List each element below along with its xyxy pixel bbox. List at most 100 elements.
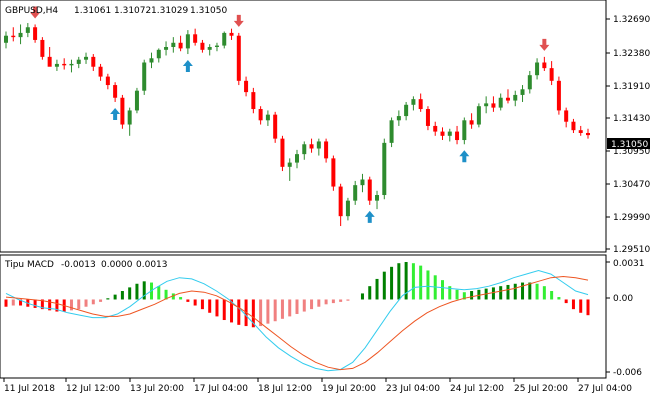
time-label: 13 Jul 20:00 <box>130 384 184 394</box>
bull-candle <box>476 106 481 125</box>
bull-candle <box>498 97 503 108</box>
bull-candle <box>520 89 525 95</box>
bear-candle <box>549 68 554 81</box>
bull-candle <box>142 62 147 91</box>
histogram-bar <box>324 299 328 305</box>
histogram-bar <box>513 283 517 300</box>
histogram-bar <box>310 299 314 310</box>
histogram-bar <box>535 283 539 300</box>
sell-arrow-icon <box>539 38 550 51</box>
histogram-bar <box>419 265 423 300</box>
bear-candle <box>236 35 241 81</box>
bull-candle <box>171 42 176 47</box>
bull-candle <box>302 144 307 155</box>
histogram-bar <box>426 270 430 300</box>
histogram-bar <box>128 287 132 300</box>
bear-candle <box>309 144 314 149</box>
bear-candle <box>338 186 343 217</box>
bull-candle <box>513 94 518 101</box>
time-axis[interactable]: 11 Jul 2018 12 Jul 12:00 13 Jul 20:00 17… <box>3 378 632 394</box>
histogram-bar <box>171 293 175 300</box>
histogram-bar <box>302 299 306 312</box>
macd-signal-value: 0.0000 <box>101 260 133 270</box>
bear-candle <box>455 131 460 141</box>
bull-candle <box>462 120 467 141</box>
histogram-bar <box>251 299 255 328</box>
time-label: 11 Jul 2018 <box>4 384 55 394</box>
bear-candle <box>47 56 52 67</box>
histogram-bar <box>273 299 277 322</box>
ohlc-low: 1.31029 <box>151 6 188 16</box>
sell-arrow-icon <box>233 14 244 27</box>
histogram-bar <box>84 299 88 307</box>
bull-candle <box>69 63 74 66</box>
price-tick: 1.31430 <box>613 114 650 124</box>
bear-candle <box>251 92 256 110</box>
time-label: 12 Jul 12:00 <box>66 384 120 394</box>
bear-candle <box>273 114 278 139</box>
current-price-label: 1.31050 <box>611 140 648 150</box>
bear-candle <box>120 97 125 125</box>
price-tick: 1.31910 <box>613 82 650 92</box>
bear-candle <box>433 125 438 132</box>
bear-candle <box>425 109 430 126</box>
symbol-label: GBPUSD,H4 <box>5 6 58 16</box>
price-tick: 1.29990 <box>613 213 650 223</box>
bear-candle <box>258 109 263 121</box>
time-label: 18 Jul 12:00 <box>258 384 312 394</box>
histogram-bar <box>157 286 161 300</box>
bull-candle <box>345 200 350 217</box>
bear-candle <box>62 63 67 66</box>
histogram-bar <box>455 289 459 300</box>
macd-indicator-name: Tipu MACD <box>4 260 54 270</box>
bear-candle <box>33 27 38 40</box>
bear-candle <box>193 34 198 43</box>
histogram-bar <box>280 299 284 319</box>
histogram-bar <box>375 278 379 300</box>
bear-candle <box>280 138 285 167</box>
bear-candle <box>113 85 118 98</box>
price-axis[interactable]: 1.32690 1.32380 1.31910 1.31430 1.30950 … <box>606 15 650 255</box>
histogram-bar <box>491 287 495 300</box>
time-label: 24 Jul 12:00 <box>450 384 504 394</box>
bull-candle <box>295 154 299 163</box>
bull-candle <box>389 120 394 143</box>
macd-axis[interactable]: 0.0031 0.00 -0.006 <box>606 259 645 378</box>
bull-candle <box>18 32 23 38</box>
histogram-bar <box>331 299 335 304</box>
bull-candle <box>164 46 169 50</box>
bull-candle <box>207 46 212 50</box>
histogram-bar <box>317 299 321 307</box>
histogram-bar <box>390 266 394 300</box>
bull-candle <box>375 195 380 201</box>
bear-candle <box>105 76 110 86</box>
histogram-bar <box>470 291 474 300</box>
macd-tick: 0.00 <box>613 294 633 304</box>
time-label: 17 Jul 04:00 <box>194 384 248 394</box>
bull-candle <box>54 63 59 67</box>
signal-arrows <box>30 6 550 223</box>
histogram-bar <box>77 299 81 310</box>
histogram-bar <box>571 299 575 310</box>
bear-candle <box>244 80 249 93</box>
histogram-bar <box>557 297 561 300</box>
bull-candle <box>535 62 540 76</box>
histogram-bar <box>11 299 15 306</box>
current-price-tag: 1.31050 <box>607 138 650 150</box>
histogram-bar <box>266 299 270 324</box>
bull-candle <box>134 90 139 111</box>
ohlc-open: 1.31061 <box>74 6 111 16</box>
bear-candle <box>200 42 205 50</box>
histogram-bar <box>564 299 568 304</box>
price-pane-frame <box>0 0 607 253</box>
bear-candle <box>586 132 590 136</box>
histogram-bar <box>411 263 415 300</box>
histogram-bar <box>230 299 234 323</box>
histogram-bar <box>295 299 299 314</box>
histogram-bar <box>135 283 139 300</box>
bear-candle <box>229 32 234 36</box>
histogram-bar <box>404 262 408 300</box>
bull-candle <box>484 103 489 107</box>
